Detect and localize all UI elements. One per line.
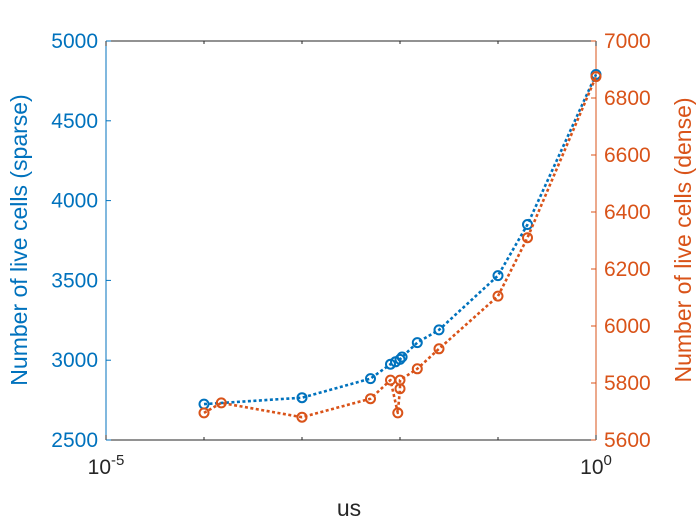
x-tick-label: 10-5 bbox=[88, 452, 125, 479]
series-left-point bbox=[396, 351, 408, 363]
series-right-point bbox=[394, 374, 406, 386]
axes: 10-5 100 2500 3000 3500 4000 4500 5000 5600 5800 6… bbox=[51, 30, 650, 479]
right-y-tick-label: 6400 bbox=[604, 201, 651, 224]
series-left-point bbox=[411, 337, 423, 349]
right-y-tick-label: 5800 bbox=[604, 372, 651, 395]
right-y-tick-label: 7000 bbox=[604, 30, 651, 53]
series-right-line bbox=[203, 76, 598, 419]
series-right-point bbox=[590, 71, 602, 83]
series-left-line bbox=[203, 73, 598, 406]
x-axis-label: us bbox=[337, 495, 361, 521]
right-y-axis-label: Number of live cells (dense) bbox=[670, 97, 696, 382]
series-left-point bbox=[394, 353, 406, 365]
labels-layer: us Number of live cells (sparse) Number … bbox=[6, 94, 696, 521]
series-right-point bbox=[492, 290, 504, 302]
series-right-point bbox=[522, 232, 533, 244]
right-y-tick-label: 6800 bbox=[604, 87, 651, 110]
series-layer bbox=[198, 69, 602, 423]
series-right-point bbox=[433, 343, 445, 355]
series-right-point bbox=[296, 411, 308, 423]
right-y-tick-label: 6600 bbox=[604, 144, 651, 167]
series-right-point bbox=[411, 363, 423, 375]
series-left-point bbox=[433, 324, 445, 336]
left-y-tick-label: 2500 bbox=[51, 429, 98, 452]
left-y-axis-label: Number of live cells (sparse) bbox=[6, 94, 32, 385]
right-y-tick-label: 6000 bbox=[604, 315, 651, 338]
left-y-tick-label: 4000 bbox=[51, 190, 98, 213]
left-y-tick-label: 3000 bbox=[51, 349, 98, 372]
series-left-point bbox=[492, 270, 504, 282]
right-y-tick-label: 6200 bbox=[604, 258, 651, 281]
series-left-point bbox=[365, 373, 376, 385]
left-y-tick-label: 3500 bbox=[51, 269, 98, 292]
series-right-point bbox=[392, 407, 404, 419]
left-y-tick-label: 4500 bbox=[51, 110, 98, 133]
left-y-tick-label: 5000 bbox=[51, 30, 98, 53]
x-tick-label: 100 bbox=[580, 452, 612, 479]
series-right-point bbox=[365, 393, 376, 405]
series-right-point bbox=[215, 397, 227, 409]
right-y-tick-label: 5600 bbox=[604, 429, 651, 452]
series-right-point bbox=[198, 407, 210, 419]
series-left-point bbox=[296, 392, 308, 404]
